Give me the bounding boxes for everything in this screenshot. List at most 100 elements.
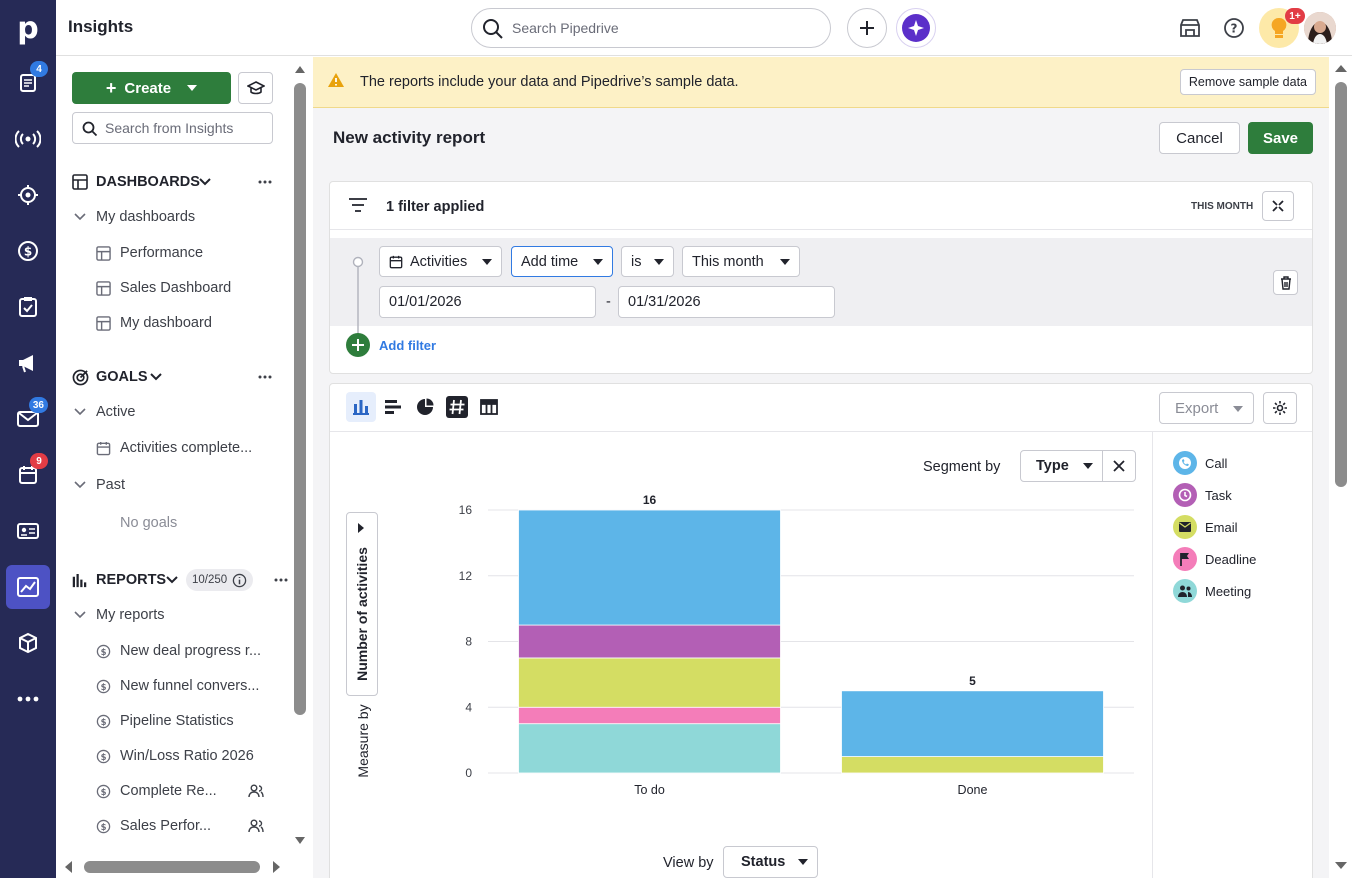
deals-target-nav-button[interactable] <box>6 173 50 217</box>
help-button[interactable]: ? <box>1220 14 1248 42</box>
date-from-input[interactable]: 01/01/2026 <box>379 286 596 318</box>
sidebar-item-report[interactable]: $ Complete Re... <box>56 776 289 806</box>
user-avatar[interactable] <box>1304 12 1336 44</box>
my-reports-group[interactable]: My reports <box>56 600 289 630</box>
quick-add-button[interactable] <box>847 8 887 48</box>
bar-segment-task[interactable] <box>518 624 781 659</box>
stacked-column-chart: 0 4 8 12 16 16 To do 5 Done <box>459 494 1134 797</box>
caret-down-icon <box>1233 406 1243 412</box>
legend-item-deadline[interactable]: Deadline <box>1173 547 1256 571</box>
contacts-nav-button[interactable] <box>6 509 50 553</box>
svg-text:$: $ <box>101 646 107 656</box>
bar-segment-call[interactable] <box>841 690 1104 757</box>
scorecard-button[interactable] <box>442 392 472 422</box>
save-button[interactable]: Save <box>1248 122 1313 154</box>
my-dashboards-group[interactable]: My dashboards <box>56 202 289 232</box>
ai-assistant-button[interactable] <box>896 8 936 48</box>
caret-right-icon <box>358 523 364 533</box>
filter-header[interactable]: 1 filter applied THIS MONTH <box>330 182 1312 230</box>
remove-sample-data-button[interactable]: Remove sample data <box>1179 69 1316 95</box>
bar-chart-button[interactable] <box>378 392 408 422</box>
more-options-icon[interactable] <box>258 180 272 184</box>
goals-section-header[interactable]: GOALS <box>56 362 289 392</box>
dashboards-section-header[interactable]: DASHBOARDS <box>56 167 289 197</box>
legend-item-meeting[interactable]: Meeting <box>1173 579 1251 603</box>
table-view-button[interactable] <box>474 392 504 422</box>
sidebar-item-dashboard[interactable]: Performance <box>56 238 289 268</box>
campaigns-nav-button[interactable] <box>6 117 50 161</box>
sidebar-horizontal-scrollbar[interactable] <box>56 856 289 878</box>
legend-item-task[interactable]: Task <box>1173 483 1232 507</box>
dollar-icon: $ <box>96 749 111 763</box>
collapse-filter-button[interactable] <box>1262 191 1294 221</box>
bar-segment-call[interactable] <box>518 509 781 626</box>
sidebar-item-report[interactable]: $ Sales Perfor... <box>56 811 289 841</box>
caret-down-icon <box>654 259 664 265</box>
activities-nav-button[interactable] <box>6 285 50 329</box>
more-nav-button[interactable] <box>6 677 50 721</box>
leads-nav-button[interactable]: 4 <box>6 61 50 105</box>
deals-nav-button[interactable]: $ <box>6 229 50 273</box>
segment-by-select[interactable]: Type <box>1020 450 1103 482</box>
global-search-input[interactable]: Search Pipedrive <box>471 8 831 48</box>
goals-active-group[interactable]: Active <box>56 397 289 427</box>
sidebar-item-dashboard[interactable]: Sales Dashboard <box>56 273 289 303</box>
calendar-nav-button[interactable]: 9 <box>6 453 50 497</box>
sidebar-item-report[interactable]: $ Pipeline Statistics <box>56 706 289 736</box>
filter-field-select[interactable]: Add time <box>511 246 613 277</box>
report-title[interactable]: New activity report <box>333 128 486 147</box>
delete-filter-button[interactable] <box>1273 270 1298 295</box>
sidebar-item-label: New funnel convers... <box>120 678 260 694</box>
sidebar-item-report[interactable]: $ Win/Loss Ratio 2026 <box>56 741 289 771</box>
insights-nav-button[interactable] <box>6 565 50 609</box>
legend-item-call[interactable]: Call <box>1173 451 1227 475</box>
page-vertical-scrollbar[interactable] <box>1330 57 1352 878</box>
filter-value-select[interactable]: This month <box>682 246 800 277</box>
add-filter-button[interactable]: Add filter <box>346 333 436 357</box>
insights-search-input[interactable]: Search from Insights <box>72 112 273 144</box>
clear-segment-button[interactable] <box>1102 450 1136 482</box>
bar-segment-email[interactable] <box>518 657 781 708</box>
bar-segment-email[interactable] <box>841 756 1104 774</box>
tips-button[interactable]: 1+ <box>1259 8 1305 48</box>
filter-entity-value: Activities <box>410 253 468 270</box>
legend-item-email[interactable]: Email <box>1173 515 1238 539</box>
sidebar-vertical-scrollbar[interactable] <box>292 57 308 857</box>
goals-past-group[interactable]: Past <box>56 470 289 500</box>
campaigns-megaphone-nav-button[interactable] <box>6 341 50 385</box>
sidebar-item-goal[interactable]: Activities complete... <box>56 433 289 463</box>
sidebar-item-dashboard[interactable]: My dashboard <box>56 308 289 338</box>
left-navigation: p 4 $ 36 9 <box>0 0 56 878</box>
filter-operator-select[interactable]: is <box>621 246 674 277</box>
chart-legend: Call Task Email Deadline Meeting <box>1152 432 1312 878</box>
bar-chart-icon <box>72 573 87 587</box>
reports-section-header[interactable]: REPORTS 10/250 <box>56 565 289 595</box>
pipedrive-logo[interactable]: p <box>17 10 39 46</box>
reports-count-badge: 10/250 <box>186 569 254 591</box>
column-chart-button[interactable] <box>346 392 376 422</box>
export-button[interactable]: Export <box>1159 392 1254 424</box>
more-options-icon[interactable] <box>274 578 288 582</box>
sidebar-item-report[interactable]: $ New funnel convers... <box>56 671 289 701</box>
mail-nav-button[interactable]: 36 <box>6 397 50 441</box>
info-icon[interactable] <box>232 573 247 588</box>
filter-entity-select[interactable]: Activities <box>379 246 502 277</box>
bar-segment-deadline[interactable] <box>518 706 781 725</box>
bar-segment-meeting[interactable] <box>518 723 781 774</box>
measure-by-select[interactable]: Number of activities <box>346 512 378 696</box>
date-to-input[interactable]: 01/31/2026 <box>618 286 835 318</box>
sidebar-item-report[interactable]: $ New deal progress r... <box>56 636 289 666</box>
marketplace-button[interactable] <box>1176 14 1204 42</box>
notification-badge: 1+ <box>1285 8 1305 24</box>
pie-chart-button[interactable] <box>410 392 440 422</box>
plus-icon <box>860 21 874 35</box>
chart-settings-button[interactable] <box>1263 392 1297 424</box>
chevron-down-icon <box>166 576 178 584</box>
view-by-select[interactable]: Status <box>723 846 818 878</box>
academy-button[interactable] <box>238 72 273 104</box>
create-button[interactable]: + Create <box>72 72 231 104</box>
no-goals-text: No goals <box>56 508 289 538</box>
products-nav-button[interactable] <box>6 621 50 665</box>
cancel-button[interactable]: Cancel <box>1159 122 1240 154</box>
more-options-icon[interactable] <box>258 375 272 379</box>
